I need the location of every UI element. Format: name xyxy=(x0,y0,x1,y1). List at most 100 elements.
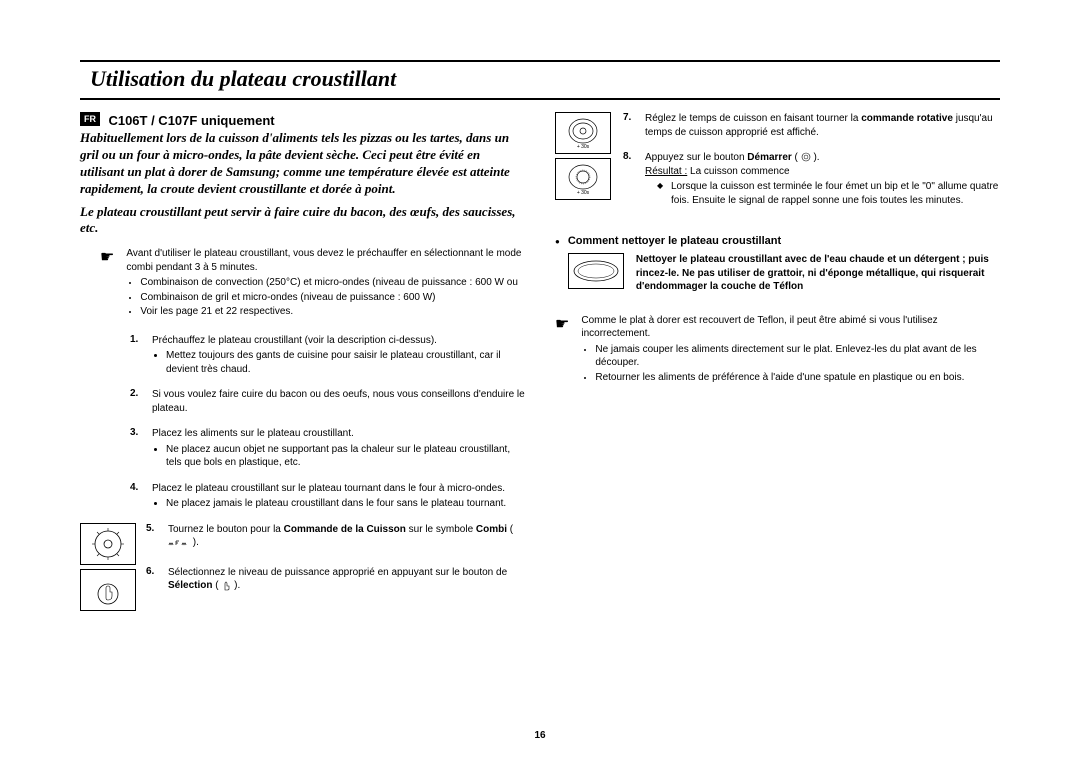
preheat-bullet-1: Combinaison de convection (250°C) et mic… xyxy=(140,276,525,290)
left-column: FR C106T / C107F uniquement Habituelleme… xyxy=(80,112,525,623)
step-number: 3. xyxy=(130,427,142,470)
result-text: La cuisson commence xyxy=(687,166,789,177)
step-sub-item: Mettez toujours des gants de cuisine pou… xyxy=(166,349,525,376)
svg-text:+ 30s: + 30s xyxy=(577,144,590,150)
step-text-pre: Réglez le temps de cuisson en faisant to… xyxy=(645,113,861,124)
step-body: Tournez le bouton pour la Commande de la… xyxy=(168,523,525,550)
care-bullet-2: Retourner les aliments de préférence à l… xyxy=(595,371,1000,385)
step-sub: Ne placez jamais le plateau croustillant… xyxy=(166,497,525,511)
plate-illustration xyxy=(568,253,624,289)
model-subtitle: C106T / C107F uniquement xyxy=(108,113,274,128)
step-text-close: ). xyxy=(811,152,820,163)
dial-illustration xyxy=(80,523,136,565)
care-lead: Comme le plat à dorer est recouvert de T… xyxy=(581,315,937,340)
svg-text:+ 30s: + 30s xyxy=(577,190,590,196)
step-sub: Ne placez aucun objet ne supportant pas … xyxy=(166,443,525,470)
steps-list: 1. Préchauffez le plateau croustillant (… xyxy=(80,334,525,611)
step-text-bold2: Combi xyxy=(476,524,507,535)
step-text-pre: Sélectionnez le niveau de puissance appr… xyxy=(168,567,507,578)
step-body: Sélectionnez le niveau de puissance appr… xyxy=(168,566,525,593)
care-bullets: Ne jamais couper les aliments directemen… xyxy=(595,343,1000,385)
step-text-pre: Tournez le bouton pour la xyxy=(168,524,284,535)
step-body: Placez le plateau croustillant sur le pl… xyxy=(152,482,525,511)
step-number: 6. xyxy=(146,566,158,593)
result-sub-item: Lorsque la cuisson est terminée le four … xyxy=(671,180,1000,207)
care-text: Comme le plat à dorer est recouvert de T… xyxy=(581,314,1000,386)
two-column-layout: FR C106T / C107F uniquement Habituelleme… xyxy=(80,112,1000,623)
step-number: 2. xyxy=(130,388,142,415)
step-text-bold: Commande de la Cuisson xyxy=(284,524,406,535)
selection-icon xyxy=(221,581,231,591)
step-5-row: 5. Tournez le bouton pour la Commande de… xyxy=(80,523,525,611)
bullet-dot-icon: ● xyxy=(555,237,560,294)
preheat-bullet-2: Combinaison de gril et micro-ondes (nive… xyxy=(140,291,525,305)
intro-paragraph-1: Habituellement lors de la cuisson d'alim… xyxy=(80,130,525,198)
preheat-note: ☛ Avant d'utiliser le plateau croustilla… xyxy=(100,247,525,320)
preheat-bullets: Combinaison de convection (250°C) et mic… xyxy=(140,276,525,319)
step-number: 1. xyxy=(130,334,142,377)
right-illustration-col: + 30s + 30s xyxy=(555,112,611,219)
step-body: Appuyez sur le bouton Démarrer ( ). Résu… xyxy=(645,151,1000,207)
preheat-text: Avant d'utiliser le plateau croustillant… xyxy=(126,247,525,320)
step-text-pre: Appuyez sur le bouton xyxy=(645,152,747,163)
step-text-post: ( xyxy=(792,152,801,163)
cleaning-row: Nettoyer le plateau croustillant avec de… xyxy=(568,253,1000,294)
start-icon xyxy=(801,152,811,162)
step-text-post: ( xyxy=(507,524,513,535)
care-note: ☛ Comme le plat à dorer est recouvert de… xyxy=(555,314,1000,386)
right-steps-text: 7. Réglez le temps de cuisson en faisant… xyxy=(623,112,1000,219)
step-5-illustration-col xyxy=(80,523,136,611)
start-button-illustration: + 30s xyxy=(555,158,611,200)
step-body: Placez les aliments sur le plateau crous… xyxy=(152,427,525,470)
step-3: 3. Placez les aliments sur le plateau cr… xyxy=(130,427,525,470)
cleaning-heading: Comment nettoyer le plateau croustillant xyxy=(568,235,1000,247)
cleaning-content: Comment nettoyer le plateau croustillant… xyxy=(568,235,1000,294)
step-number: 5. xyxy=(146,523,158,550)
step-text-mid: sur le symbole xyxy=(406,524,476,535)
combi-icon xyxy=(168,539,190,547)
intro-paragraph-2: Le plateau croustillant peut servir à fa… xyxy=(80,204,525,238)
care-bullet-1: Ne jamais couper les aliments directemen… xyxy=(595,343,1000,370)
page-title-rule: Utilisation du plateau croustillant xyxy=(80,60,1000,100)
timer-dial-illustration: + 30s xyxy=(555,112,611,154)
step-1: 1. Préchauffez le plateau croustillant (… xyxy=(130,334,525,377)
step-2: 2. Si vous voulez faire cuire du bacon o… xyxy=(130,388,525,415)
pointing-hand-icon: ☛ xyxy=(555,314,569,386)
preheat-bullet-3: Voir les page 21 et 22 respectives. xyxy=(140,305,525,319)
step-5: 5. Tournez le bouton pour la Commande de… xyxy=(146,523,525,550)
result-sub: Lorsque la cuisson est terminée le four … xyxy=(671,180,1000,207)
step-text-bold: commande rotative xyxy=(861,113,953,124)
step-number: 4. xyxy=(130,482,142,511)
step-body: Réglez le temps de cuisson en faisant to… xyxy=(645,112,1000,139)
step-number: 8. xyxy=(623,151,635,207)
cleaning-section: ● Comment nettoyer le plateau croustilla… xyxy=(555,235,1000,294)
pointing-hand-icon: ☛ xyxy=(100,247,114,320)
hand-press-illustration xyxy=(80,569,136,611)
step-4: 4. Placez le plateau croustillant sur le… xyxy=(130,482,525,511)
preheat-lead: Avant d'utiliser le plateau croustillant… xyxy=(126,248,521,273)
step-6: 6. Sélectionnez le niveau de puissance a… xyxy=(146,566,525,593)
step-sub-item: Ne placez jamais le plateau croustillant… xyxy=(166,497,525,511)
step-7: 7. Réglez le temps de cuisson en faisant… xyxy=(623,112,1000,139)
step-text-close: ). xyxy=(190,537,199,548)
step-text: Placez le plateau croustillant sur le pl… xyxy=(152,483,505,494)
step-sub-item: Ne placez aucun objet ne supportant pas … xyxy=(166,443,525,470)
page-title: Utilisation du plateau croustillant xyxy=(80,66,1000,92)
result-label: Résultat : xyxy=(645,166,687,177)
step-text-bold: Démarrer xyxy=(747,152,791,163)
cleaning-text: Nettoyer le plateau croustillant avec de… xyxy=(636,253,1000,294)
right-steps-block: + 30s + 30s 7. Réglez le temps de xyxy=(555,112,1000,219)
step-5-6-col: 5. Tournez le bouton pour la Commande de… xyxy=(146,523,525,611)
step-number: 7. xyxy=(623,112,635,139)
step-sub: Mettez toujours des gants de cuisine pou… xyxy=(166,349,525,376)
page-number: 16 xyxy=(0,730,1080,741)
language-badge: FR xyxy=(80,112,100,126)
subtitle-row: FR C106T / C107F uniquement xyxy=(80,112,525,130)
step-8: 8. Appuyez sur le bouton Démarrer ( ). R… xyxy=(623,151,1000,207)
step-body: Si vous voulez faire cuire du bacon ou d… xyxy=(152,388,525,415)
step-text-bold: Sélection xyxy=(168,580,212,591)
step-text-post: ( xyxy=(212,580,221,591)
step-text: Préchauffez le plateau croustillant (voi… xyxy=(152,335,437,346)
step-body: Préchauffez le plateau croustillant (voi… xyxy=(152,334,525,377)
right-column: + 30s + 30s 7. Réglez le temps de xyxy=(555,112,1000,623)
